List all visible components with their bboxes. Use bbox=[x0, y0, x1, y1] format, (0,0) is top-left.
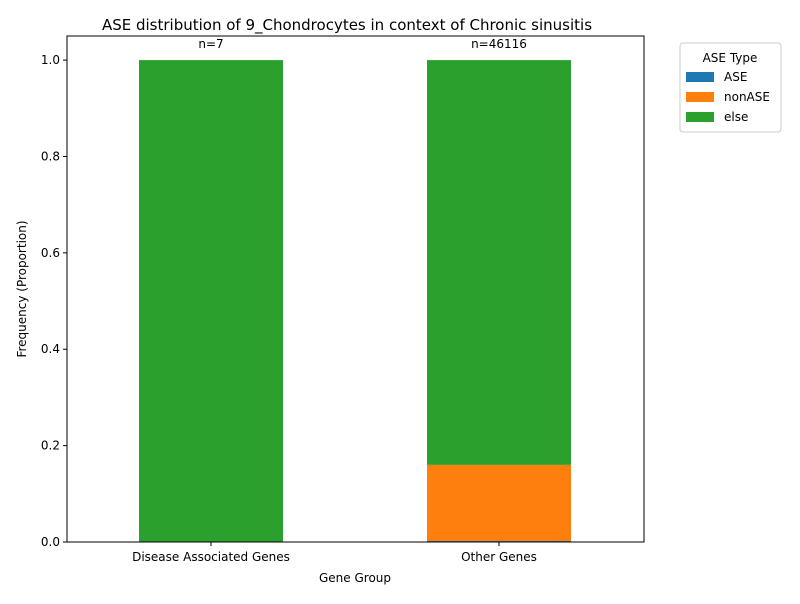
chart-title: ASE distribution of 9_Chondrocytes in co… bbox=[102, 16, 592, 35]
x-axis-ticks: Disease Associated Genes Other Genes bbox=[132, 542, 537, 564]
y-tick-label: 0.8 bbox=[41, 149, 60, 163]
y-tick-label: 0.0 bbox=[41, 535, 60, 549]
legend-swatch-ase bbox=[686, 72, 714, 82]
legend-swatch-else bbox=[686, 112, 714, 122]
legend-box bbox=[679, 42, 782, 133]
bar-nonase-2 bbox=[427, 464, 571, 542]
legend-label-else: else bbox=[724, 110, 748, 124]
legend-items: ASE nonASE else bbox=[686, 70, 770, 124]
y-tick-label: 0.6 bbox=[41, 246, 60, 260]
bar-annotations: n=7 n=46116 bbox=[198, 37, 527, 51]
plot-frame bbox=[66, 35, 645, 543]
bar-else-2 bbox=[427, 60, 571, 465]
x-tick-label: Disease Associated Genes bbox=[132, 550, 290, 564]
y-tick-label: 0.2 bbox=[41, 439, 60, 453]
bar-else-1 bbox=[139, 60, 283, 542]
y-tick-label: 0.4 bbox=[41, 342, 60, 356]
bar-annotation-2: n=46116 bbox=[471, 37, 527, 51]
y-axis-label: Frequency (Proportion) bbox=[15, 220, 29, 357]
legend-label-ase: ASE bbox=[724, 70, 747, 84]
legend-swatch-nonase bbox=[686, 92, 714, 102]
y-axis-ticks: 0.0 0.2 0.4 0.6 0.8 1.0 bbox=[41, 53, 67, 549]
bars bbox=[139, 60, 571, 542]
x-axis-label: Gene Group bbox=[319, 571, 391, 585]
legend-title: ASE Type bbox=[703, 51, 758, 65]
y-tick-label: 1.0 bbox=[41, 53, 60, 67]
legend: ASE Type ASE nonASE else bbox=[679, 42, 782, 133]
bar-annotation-1: n=7 bbox=[198, 37, 223, 51]
x-tick-label: Other Genes bbox=[461, 550, 537, 564]
legend-label-nonase: nonASE bbox=[724, 90, 770, 104]
